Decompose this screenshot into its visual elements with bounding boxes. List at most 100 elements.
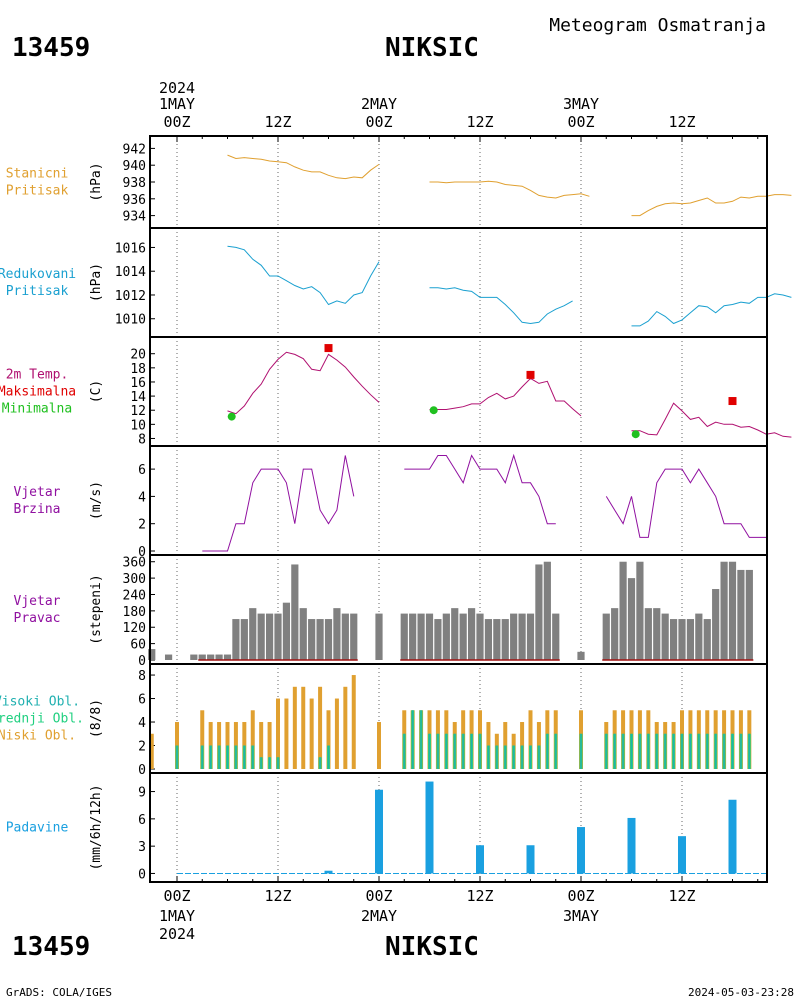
y-tick-label: 9	[138, 786, 146, 801]
cloud-high-bar	[731, 733, 734, 769]
cloud-high-bar	[176, 745, 178, 769]
wind-dir-bar	[316, 619, 324, 660]
cloud-high-bar	[521, 745, 523, 769]
panel-7-frame	[149, 772, 768, 883]
panel-1-ylabel: (hPa)	[89, 162, 104, 201]
wind-dir-bar	[333, 608, 341, 660]
wind-dir-bar	[459, 613, 467, 660]
cloud-low-bar	[208, 722, 213, 769]
wind-dir-bar	[257, 613, 265, 660]
wind-dir-bar	[190, 654, 198, 660]
cloud-low-bar	[318, 686, 323, 769]
panel-3: 2m Temp. Maksimalna Minimalna (C) 8101214161…	[0, 336, 792, 447]
wind-dir-bar	[223, 654, 232, 660]
cloud-high-bar	[235, 745, 237, 769]
cloud-low-bar	[259, 722, 264, 769]
cloud-high-bar	[622, 733, 624, 769]
day-label-bottom-3: 3MAY	[563, 907, 599, 925]
y-tick-label: 3	[138, 840, 146, 855]
wind-dir-bar	[695, 613, 703, 660]
cloud-low-bar	[301, 686, 306, 769]
cloud-high-bar	[529, 745, 532, 769]
tmax-marker	[526, 370, 535, 379]
y-tick-label: 0	[138, 763, 146, 778]
wind-dir-bar	[425, 613, 434, 660]
y-tick-label: 1014	[115, 265, 146, 280]
tmin-marker	[631, 430, 640, 439]
wind-dir-bar	[442, 613, 450, 660]
cloud-high-bar	[513, 745, 515, 769]
cloud-high-bar	[647, 733, 649, 769]
panel-1-label-1: Stanicni	[6, 167, 69, 182]
day-label-top-2: 2MAY	[361, 95, 397, 113]
wind-dir-bar	[644, 608, 652, 660]
precip-bar	[728, 799, 737, 874]
station-name-bottom: NIKSIC	[385, 932, 479, 962]
wind-dir-bar	[409, 613, 417, 660]
precip-bar	[678, 836, 686, 874]
y-tick-label: 6	[138, 813, 146, 828]
wind-dir-bar	[653, 608, 661, 660]
cloud-low-bar	[284, 698, 289, 769]
cloud-high-bar	[201, 745, 203, 769]
wind-dir-bar	[678, 619, 686, 660]
panel-6-ylabel: (8/8)	[89, 699, 104, 738]
day-label-top-3: 3MAY	[563, 95, 599, 113]
day-label-bottom-2: 2MAY	[361, 907, 397, 925]
panel-3-label-3: Minimalna	[2, 402, 72, 417]
wind-dir-bar	[661, 613, 669, 660]
cloud-high-bar	[664, 733, 666, 769]
panel-1-label-2: Pritisak	[6, 184, 69, 199]
y-tick-label: 2	[138, 740, 146, 755]
cloud-high-bar	[428, 733, 431, 769]
wind-dir-bar	[417, 613, 425, 660]
wind-dir-bar	[636, 561, 644, 660]
panel-3-frame	[149, 336, 768, 447]
panel-7-label-1: Padavine	[6, 821, 69, 836]
wind-dir-bar	[400, 613, 408, 660]
hour-label-top-1: 00Z	[163, 113, 190, 131]
y-tick-label: 1010	[115, 313, 146, 328]
wind-dir-bar	[602, 613, 610, 660]
cloud-high-bar	[715, 733, 717, 769]
footer-timestamp: 2024-05-03-23:28	[688, 986, 794, 999]
precip-bar	[425, 781, 434, 874]
wind-dir-bar	[324, 619, 333, 660]
tmax-marker	[728, 397, 737, 406]
y-tick-label: 936	[123, 193, 146, 208]
cloud-high-bar	[681, 733, 683, 769]
hour-label-bottom-2: 12Z	[264, 887, 291, 905]
precip-bar	[577, 827, 585, 874]
cloud-low-bar	[351, 675, 356, 769]
wind-dir-bar	[627, 578, 636, 660]
cloud-high-bar	[319, 757, 321, 769]
precip-bar	[375, 789, 383, 874]
cloud-low-bar	[536, 722, 541, 769]
wind-dir-bar	[215, 654, 223, 660]
cloud-low-bar	[334, 698, 339, 769]
series-line-3-2	[429, 377, 582, 417]
y-tick-label: 240	[123, 588, 146, 603]
wind-dir-bar	[434, 619, 442, 660]
cloud-high-bar	[698, 733, 700, 769]
panel-2-label-1: Redukovani	[0, 267, 76, 282]
series-line-2-2	[429, 287, 573, 325]
tmax-marker	[324, 344, 333, 353]
cloud-high-bar	[218, 745, 220, 769]
wind-dir-bar	[148, 649, 156, 660]
hour-label-bottom-3: 00Z	[365, 887, 392, 905]
series-line-4-1	[202, 455, 355, 552]
hour-label-top-5: 00Z	[567, 113, 594, 131]
y-tick-label: 1012	[115, 289, 146, 304]
panel-7: Padavine (mm/6h/12h) 0 3 6 9	[6, 772, 768, 883]
y-tick-label: 60	[130, 638, 146, 653]
year-top: 2024	[159, 79, 195, 97]
y-tick-label: 300	[123, 572, 146, 587]
y-tick-label: 16	[130, 376, 146, 391]
y-tick-label: 4	[138, 716, 146, 731]
y-tick-label: 6	[138, 693, 146, 708]
wind-dir-bar	[476, 613, 484, 660]
wind-dir-bar	[535, 564, 543, 660]
cloud-high-bar	[740, 733, 742, 769]
cloud-high-bar	[496, 745, 498, 769]
